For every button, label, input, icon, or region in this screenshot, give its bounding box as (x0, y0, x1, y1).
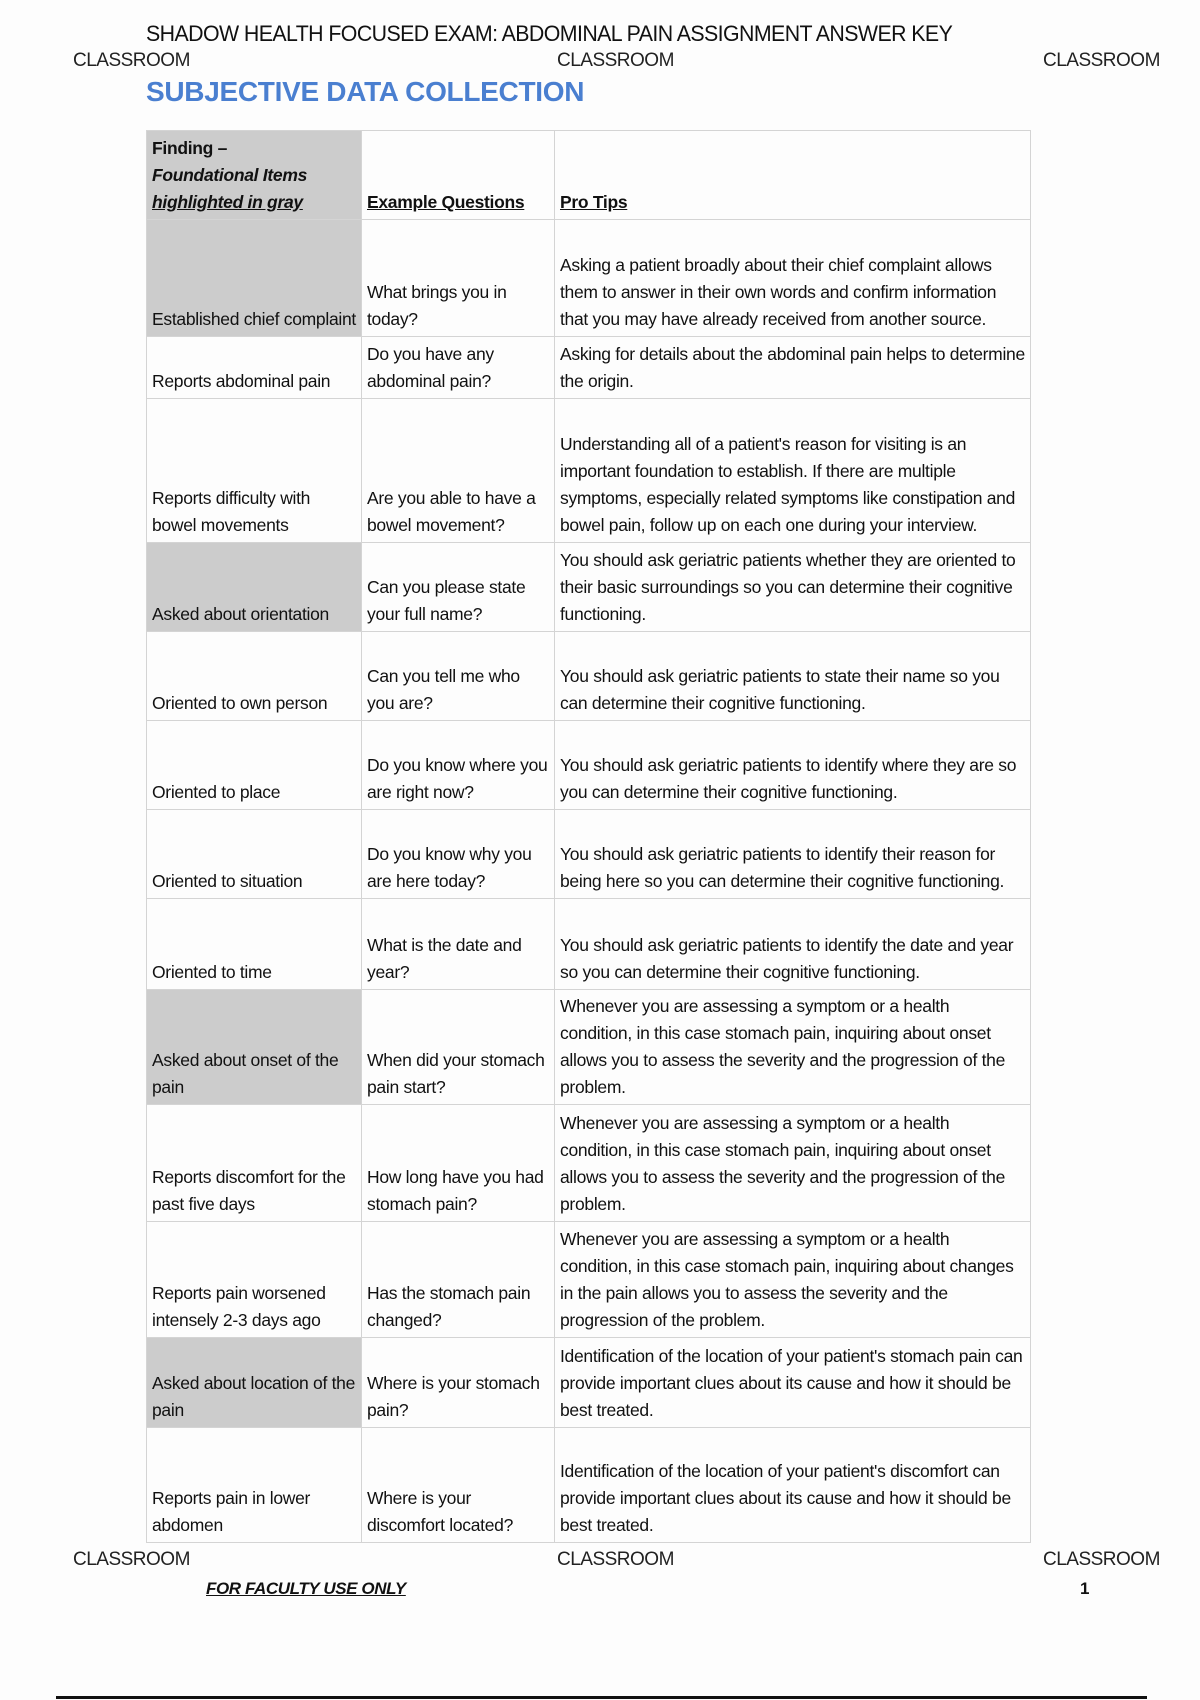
question-cell: Can you please state your full name? (361, 542, 555, 632)
tip-cell: Identification of the location of your p… (554, 1427, 1031, 1543)
watermark-bottom-center: CLASSROOM (557, 1549, 674, 1570)
question-cell: Do you know where you are right now? (361, 720, 555, 810)
header-tips: Pro Tips (554, 130, 1031, 220)
tip-cell: Understanding all of a patient's reason … (554, 398, 1031, 543)
header-finding-line: Finding – (152, 138, 228, 158)
question-cell: Where is your stomach pain? (361, 1337, 555, 1428)
finding-cell: Reports pain worsened intensely 2-3 days… (146, 1221, 362, 1338)
table-row: Reports abdominal pain Do you have any ab… (146, 336, 1031, 399)
question-cell: Do you have any abdominal pain? (361, 336, 555, 399)
question-cell: How long have you had stomach pain? (361, 1104, 555, 1222)
header-tips-label: Pro Tips (560, 192, 628, 212)
table-row: Oriented to own person Can you tell me wh… (146, 631, 1031, 721)
watermark-top-left: CLASSROOM (73, 50, 190, 71)
finding-cell: Established chief complaint (146, 219, 362, 337)
table-row: Reports pain worsened intensely 2-3 days… (146, 1221, 1031, 1338)
table-row: Established chief complaint What brings y… (146, 219, 1031, 337)
tip-cell: Whenever you are assessing a symptom or … (554, 989, 1031, 1105)
watermark-top-center: CLASSROOM (557, 50, 674, 71)
finding-cell: Reports discomfort for the past five day… (146, 1104, 362, 1222)
header-questions-label: Example Questions (367, 192, 525, 212)
table-row: Reports discomfort for the past five day… (146, 1104, 1031, 1222)
finding-cell: Oriented to place (146, 720, 362, 810)
findings-table: Finding – Foundational Items highlighted… (146, 130, 1031, 1543)
table-row: Oriented to time What is the date and yea… (146, 898, 1031, 990)
finding-cell: Asked about orientation (146, 542, 362, 632)
finding-cell: Oriented to own person (146, 631, 362, 721)
question-cell: What brings you in today? (361, 219, 555, 337)
finding-cell: Asked about location of the pain (146, 1337, 362, 1428)
finding-cell: Reports difficulty with bowel movements (146, 398, 362, 543)
tip-cell: Identification of the location of your p… (554, 1337, 1031, 1428)
finding-cell: Asked about onset of the pain (146, 989, 362, 1105)
finding-cell: Oriented to situation (146, 809, 362, 899)
footer-label: FOR FACULTY USE ONLY (206, 1579, 406, 1598)
watermark-bottom-left: CLASSROOM (73, 1549, 190, 1570)
question-cell: Where is your discomfort located? (361, 1427, 555, 1543)
watermark-top-right: CLASSROOM (1043, 50, 1160, 71)
tip-cell: Whenever you are assessing a symptom or … (554, 1104, 1031, 1222)
table-header-row: Finding – Foundational Items highlighted… (146, 130, 1031, 220)
tip-cell: Asking a patient broadly about their chi… (554, 219, 1031, 337)
tip-cell: You should ask geriatric patients to ide… (554, 898, 1031, 990)
question-cell: Are you able to have a bowel movement? (361, 398, 555, 543)
tip-cell: You should ask geriatric patients to sta… (554, 631, 1031, 721)
page-footer: CLASSROOM CLASSROOM CLASSROOM FOR FACULT… (0, 1547, 1200, 1607)
question-cell: What is the date and year? (361, 898, 555, 990)
question-cell: When did your stomach pain start? (361, 989, 555, 1105)
header-finding: Finding – Foundational Items highlighted… (146, 130, 362, 220)
table-row: Reports pain in lower abdomen Where is yo… (146, 1427, 1031, 1543)
table-row: Asked about location of the pain Where is… (146, 1337, 1031, 1428)
watermark-bottom-right: CLASSROOM (1043, 1549, 1160, 1570)
page-number: 1 (1080, 1579, 1090, 1598)
header-questions: Example Questions (361, 130, 555, 220)
tip-cell: Asking for details about the abdominal p… (554, 336, 1031, 399)
question-cell: Can you tell me who you are? (361, 631, 555, 721)
table-row: Asked about orientation Can you please st… (146, 542, 1031, 632)
table-row: Oriented to place Do you know where you a… (146, 720, 1031, 810)
tip-cell: You should ask geriatric patients to ide… (554, 809, 1031, 899)
page-divider (56, 1696, 1147, 1699)
header-finding-line: highlighted in gray (152, 192, 303, 212)
question-cell: Do you know why you are here today? (361, 809, 555, 899)
tip-cell: Whenever you are assessing a symptom or … (554, 1221, 1031, 1338)
table-row: Oriented to situation Do you know why you… (146, 809, 1031, 899)
finding-cell: Reports pain in lower abdomen (146, 1427, 362, 1543)
table-row: Reports difficulty with bowel movements A… (146, 398, 1031, 543)
header-finding-line: Foundational Items (152, 165, 308, 185)
finding-cell: Oriented to time (146, 898, 362, 990)
table-row: Asked about onset of the pain When did yo… (146, 989, 1031, 1105)
tip-cell: You should ask geriatric patients to ide… (554, 720, 1031, 810)
finding-cell: Reports abdominal pain (146, 336, 362, 399)
document-title: SHADOW HEALTH FOCUSED EXAM: ABDOMINAL PA… (146, 21, 953, 46)
section-title: SUBJECTIVE DATA COLLECTION (146, 76, 585, 107)
question-cell: Has the stomach pain changed? (361, 1221, 555, 1338)
tip-cell: You should ask geriatric patients whethe… (554, 542, 1031, 632)
